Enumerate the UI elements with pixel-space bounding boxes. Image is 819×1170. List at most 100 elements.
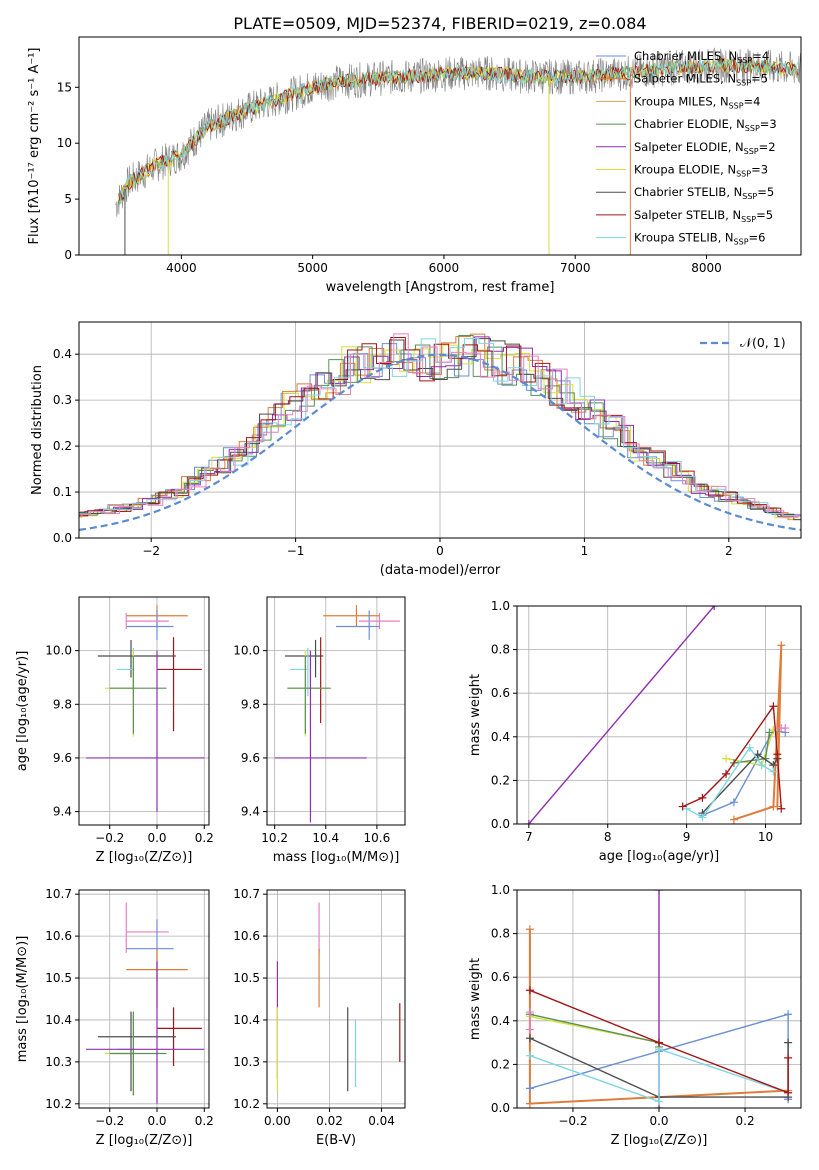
- y-tick-label: 10.6: [233, 929, 260, 943]
- y-axis-label: mass weight: [468, 674, 483, 756]
- data-marker: [655, 1097, 663, 1106]
- y-tick-label: 10.3: [45, 1055, 72, 1069]
- plot-area-spectrum: [115, 47, 801, 255]
- plot-area-mass_vs_Z: [79, 890, 209, 1108]
- x-axis-label: age [log₁₀(age/yr)]: [599, 849, 720, 864]
- x-tick-label: 0.2: [195, 831, 214, 845]
- y-tick-label: 0.4: [491, 1014, 510, 1028]
- x-tick-label: −1: [287, 544, 305, 558]
- x-tick-label: −0.2: [95, 831, 124, 845]
- x-tick-label: 0.0: [147, 831, 166, 845]
- panel-residuals: 𝒩(0, 1) −2 −1 0 1 2 0.0 0.1 0.2 0.3 0.4 (data-model…: [30, 321, 802, 578]
- plot-area-age_vs_Z: [79, 597, 209, 825]
- weight-series-chabrier_miles: [702, 729, 786, 816]
- x-axis-label: Z [log₁₀(Z/Z⊙)]: [96, 1133, 193, 1148]
- x-tick-label: −0.2: [95, 1114, 124, 1128]
- y-tick-label: 0.3: [53, 393, 72, 407]
- data-marker: [784, 1038, 793, 1047]
- legend-label: Salpeter STELIB, NSSP=5: [634, 208, 773, 224]
- data-marker: [525, 986, 534, 995]
- plot-area-residuals: [79, 322, 801, 538]
- data-marker: [525, 1051, 534, 1060]
- residual-histogram-chabrier_elodie: [79, 335, 801, 516]
- y-tick-label: 9.6: [241, 751, 260, 765]
- data-marker: [525, 1084, 534, 1093]
- y-axis-label: age [log₁₀(age/yr)]: [15, 651, 30, 772]
- y-tick-label: 10.5: [45, 971, 72, 985]
- y-tick-label: 10.6: [45, 929, 72, 943]
- plot-area-weight_vs_Z: [517, 890, 801, 1108]
- data-marker: [722, 754, 731, 763]
- x-tick-label: 1: [581, 544, 589, 558]
- y-tick-label: 5: [64, 192, 72, 206]
- legend-label: Salpeter MILES, NSSP=5: [634, 72, 768, 88]
- y-tick-label: 0.6: [491, 970, 510, 984]
- data-marker: [781, 724, 790, 733]
- y-tick-label: 9.6: [53, 751, 72, 765]
- x-tick-label: 0.02: [316, 1114, 343, 1128]
- spectrum-legend: Chabrier MILES, NSSP=4 Salpeter MILES, NS…: [596, 49, 777, 247]
- axes-frame: [78, 889, 210, 1109]
- y-tick-label: 10.7: [233, 887, 260, 901]
- data-marker: [773, 750, 782, 759]
- data-marker: [784, 1088, 793, 1097]
- gaussian-curve: [79, 353, 801, 531]
- data-marker: [698, 793, 707, 802]
- weight-series-salpeter_stelib: [682, 704, 782, 809]
- panel-weight_vs_Z: −0.2 0.0 0.2 0.0 0.2 0.4 0.6 0.8 1.0 Z [log₁₀(Z/Z…: [468, 883, 802, 1148]
- y-tick-label: 0: [64, 248, 72, 262]
- x-tick-label: 7000: [560, 261, 591, 275]
- data-marker: [784, 1053, 793, 1062]
- y-tick-label: 10.2: [45, 1097, 72, 1111]
- y-tick-label: 10.7: [45, 887, 72, 901]
- data-marker: [655, 890, 663, 894]
- x-tick-label: 0.04: [368, 1114, 395, 1128]
- legend-label: Kroupa STELIB, NSSP=6: [634, 231, 765, 247]
- data-marker: [710, 606, 719, 610]
- panel-age_vs_Z: −0.2 0.0 0.2 9.4 9.6 9.8 10.0 Z [log₁₀(Z/Z⊙)] ag…: [15, 596, 214, 865]
- x-tick-label: 9: [683, 830, 691, 844]
- y-tick-label: 9.4: [53, 805, 72, 819]
- data-marker: [757, 761, 766, 770]
- panel-age_vs_mass: 10.2 10.4 10.6 9.4 9.6 9.8 10.0 mass [log₁₀(M/M…: [233, 596, 406, 865]
- data-marker: [777, 641, 786, 650]
- x-tick-label: 0.2: [736, 1114, 755, 1128]
- axes-frame: [266, 596, 406, 826]
- legend-label: Kroupa ELODIE, NSSP=3: [634, 163, 768, 179]
- y-tick-label: 9.8: [53, 697, 72, 711]
- residual-legend: 𝒩(0, 1): [700, 335, 786, 350]
- weight-series-chabrier_stelib: [701, 753, 778, 814]
- y-tick-label: 9.4: [241, 805, 260, 819]
- data-marker: [525, 1099, 534, 1108]
- figure-title: PLATE=0509, MJD=52374, FIBERID=0219, z=0…: [233, 14, 646, 33]
- y-tick-label: 10.0: [233, 644, 260, 658]
- plot-layer: Chabrier MILES, NSSP=4 Salpeter MILES, NS…: [15, 36, 802, 1148]
- x-tick-label: 0.00: [264, 1114, 291, 1128]
- x-tick-label: 10.2: [261, 831, 288, 845]
- plot-area-mass_vs_ebv: [267, 890, 405, 1108]
- y-tick-label: 10.0: [45, 644, 72, 658]
- x-tick-label: 10: [758, 830, 773, 844]
- panel-weight_vs_age: 7 8 9 10 0.0 0.2 0.4 0.6 0.8 1.0 age [log₁₀(age/yr…: [468, 599, 802, 864]
- x-axis-label: E(B-V): [316, 1133, 356, 1148]
- residual-histogram-chabrier_miles: [79, 343, 801, 519]
- x-tick-label: 5000: [297, 261, 328, 275]
- data-marker: [698, 813, 707, 822]
- x-tick-label: −2: [142, 544, 160, 558]
- x-tick-label: 0.0: [147, 1114, 166, 1128]
- model-line-kroupa_stelib: [119, 57, 798, 205]
- legend-label: Kroupa MILES, NSSP=4: [634, 94, 760, 110]
- x-axis-label: wavelength [Angstrom, rest frame]: [326, 280, 555, 295]
- y-tick-label: 10: [57, 136, 72, 150]
- y-tick-label: 0.6: [491, 686, 510, 700]
- y-tick-label: 1.0: [491, 599, 510, 613]
- x-tick-label: 8000: [691, 261, 722, 275]
- data-marker: [769, 702, 778, 711]
- y-tick-label: 9.8: [241, 697, 260, 711]
- x-axis-label: mass [log₁₀(M/M⊙)]: [273, 850, 400, 865]
- axes-frame: [78, 36, 802, 256]
- residual-histogram-salpeter_elodie: [79, 336, 801, 518]
- x-tick-label: 0.2: [195, 1114, 214, 1128]
- axes-frame: [78, 596, 210, 826]
- x-tick-label: 7: [525, 830, 533, 844]
